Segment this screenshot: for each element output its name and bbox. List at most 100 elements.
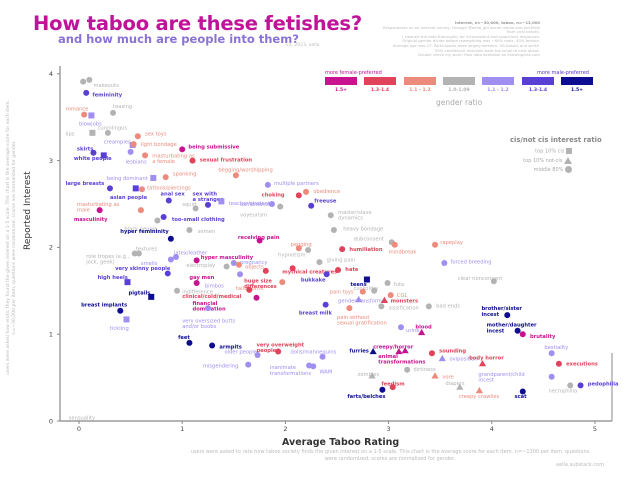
triangle-marker-icon — [475, 387, 484, 394]
point-label: hate — [345, 267, 359, 273]
data-point: anal sex — [161, 192, 185, 204]
gender-ratio-swatch — [482, 77, 514, 85]
point-label: very skinny people — [115, 266, 171, 272]
point-label: mother/daughter — [487, 323, 537, 329]
point-label: bukkake — [301, 278, 326, 284]
data-point: choking — [262, 192, 302, 198]
point-label: indifference — [182, 290, 213, 296]
data-point: white people — [74, 152, 112, 162]
square-marker-icon — [218, 198, 225, 205]
circle-marker-icon — [127, 148, 134, 155]
data-point: indifference — [174, 287, 213, 296]
point-label: older people — [225, 350, 257, 356]
circle-marker-icon — [268, 201, 275, 207]
square-marker-icon — [148, 293, 155, 300]
circle-marker-icon — [548, 373, 555, 380]
data-point: urine — [397, 324, 419, 334]
point-label: large breasts — [66, 181, 105, 187]
data-point: vore — [431, 372, 454, 381]
data-point: freeuse — [308, 199, 337, 209]
circle-marker-icon — [397, 324, 404, 331]
point-label: squirt — [182, 202, 197, 208]
point-label: electroplay — [186, 263, 215, 269]
cis-legend-triangle: top 10% not-cis — [492, 157, 572, 164]
point-label: teasing — [113, 104, 132, 110]
notes-line: interest, n=~30,000, taboo, n=~13,000 — [455, 20, 540, 25]
triangle-marker-icon — [401, 347, 409, 354]
point-label: objects — [245, 264, 264, 270]
circle-marker-icon — [110, 109, 117, 116]
gender-ratio-swatch-label: 1.3-1.4 — [528, 88, 548, 93]
circle-marker-icon — [391, 241, 398, 248]
point-label: oviposition — [449, 357, 477, 363]
circle-marker-icon — [441, 260, 448, 267]
point-label: teacher/student — [229, 201, 270, 207]
circle-marker-icon — [323, 271, 330, 278]
circle-marker-icon — [389, 384, 396, 391]
point-label: differences — [244, 284, 277, 290]
triangle-marker-icon — [369, 347, 377, 355]
point-label: exhibitionism — [240, 202, 275, 208]
circle-marker-icon — [567, 382, 574, 389]
y-axis-label: Reported Interest — [23, 171, 33, 250]
point-label: pedophilia — [588, 382, 619, 388]
point-label: very oversized butts — [182, 318, 235, 324]
circle-marker-icon — [167, 256, 174, 263]
point-label: very overweight — [257, 343, 305, 349]
circle-marker-icon — [504, 312, 511, 319]
gender-ratio-swatch-label: 1.1 - 1.2 — [409, 88, 431, 93]
data-point: being dominant — [107, 174, 157, 182]
data-point: armpits — [209, 342, 242, 350]
circle-marker-icon — [262, 267, 269, 274]
cis-legend-square: top 10% cis — [492, 148, 572, 155]
circle-marker-icon — [253, 294, 260, 301]
point-label: creepy crawlies — [459, 394, 500, 400]
circle-marker-icon — [135, 250, 142, 257]
circle-marker-icon — [555, 360, 562, 367]
y-tick-label: 2 — [49, 244, 53, 252]
circle-marker-icon — [289, 265, 296, 272]
point-label: futa — [394, 282, 404, 288]
point-label: cunnilingus — [98, 126, 128, 132]
data-point: hate — [335, 266, 359, 273]
point-label: transformations — [270, 371, 312, 377]
point-label: pigtails — [129, 291, 151, 297]
methodology-notes: interest, n=~30,000, taboo, n=~13,000 Re… — [380, 20, 540, 58]
circle-marker-icon — [319, 353, 326, 360]
y-axis-note: users were asked how erotic they found t… — [6, 99, 18, 376]
point-label: begging/worshipping — [218, 167, 272, 173]
point-label: tattoos/piercings — [147, 186, 191, 192]
data-point: creepy/horror — [373, 344, 414, 355]
point-label: heavy bondage — [343, 226, 383, 232]
circle-marker-icon — [519, 331, 526, 338]
triangle-marker-icon — [431, 372, 439, 379]
point-label: clinical/cold/medical — [182, 294, 241, 300]
notes-line: I cleaned the data thoroughly for incons… — [402, 33, 540, 39]
data-point: black people — [124, 217, 161, 232]
circle-marker-icon — [86, 76, 93, 83]
circle-marker-icon — [277, 203, 284, 210]
data-point: monsters — [380, 296, 418, 304]
circle-marker-icon — [339, 246, 346, 253]
data-point: gay men — [189, 275, 215, 286]
circle-marker-icon — [295, 245, 302, 252]
data-point: sexual frustration — [189, 157, 252, 164]
data-point: skirts — [77, 146, 97, 156]
x-axis-label: Average Taboo Rating — [282, 437, 400, 448]
data-point: diapers — [445, 381, 465, 390]
data-point: smells — [141, 256, 174, 267]
circle-marker-icon — [173, 253, 180, 260]
circle-marker-icon — [514, 327, 521, 334]
square-marker-icon — [150, 174, 157, 181]
point-label: asian people — [110, 195, 148, 201]
circle-marker-icon — [428, 350, 435, 357]
circle-marker-icon — [279, 279, 286, 286]
point-label: jock, geek) — [85, 260, 114, 266]
data-point: farts/belches — [347, 386, 385, 400]
data-point: brutality — [519, 331, 556, 340]
notes-line: 95% confidence intervals were too small … — [434, 47, 540, 53]
circle-marker-icon — [117, 307, 124, 314]
data-point: breast implants — [81, 303, 127, 314]
